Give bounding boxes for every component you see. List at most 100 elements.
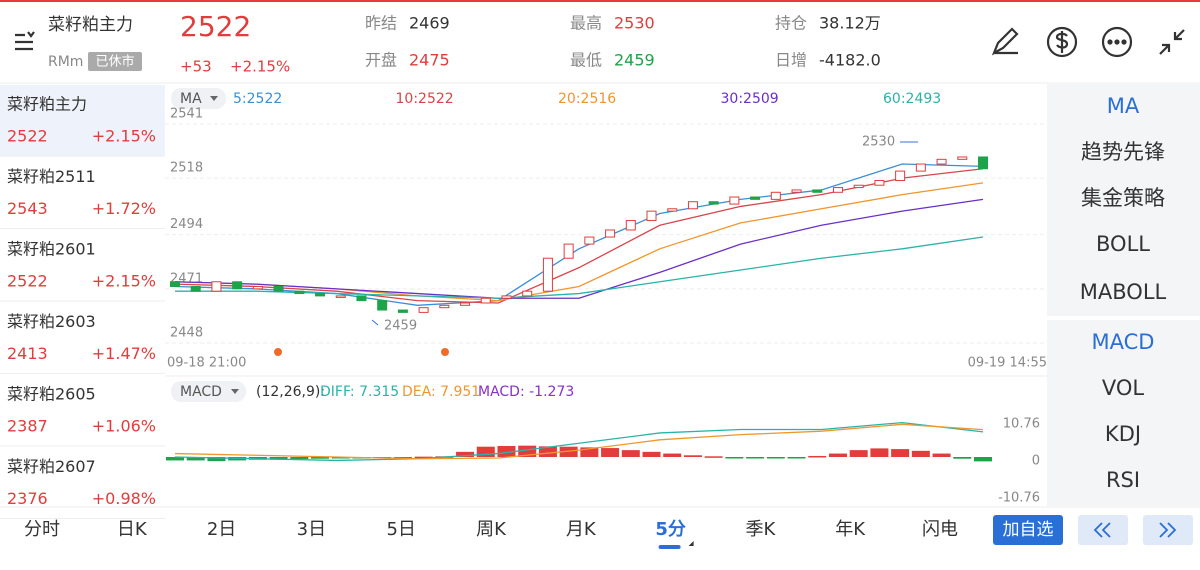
indicator[interactable]: MA	[1107, 94, 1140, 118]
stat-label: 日增	[775, 51, 807, 70]
next-icon	[1159, 522, 1177, 538]
dea-label: DEA: 7.951	[402, 384, 480, 400]
macd-bar	[932, 453, 951, 457]
indicator[interactable]: MACD	[1092, 330, 1155, 354]
stat-value: 38.12万	[819, 14, 881, 33]
candle-body	[812, 189, 823, 193]
macd-bar	[911, 450, 930, 457]
candle-body	[190, 285, 201, 292]
tab[interactable]: 5分	[655, 519, 686, 540]
contract-change: +2.15%	[92, 127, 156, 146]
macd-button-label[interactable]: MACD	[180, 384, 222, 400]
tab[interactable]: 2日	[207, 519, 236, 540]
ma-button-label[interactable]: MA	[180, 91, 202, 107]
candle-body	[936, 158, 947, 165]
status-badge	[88, 52, 142, 71]
indicator[interactable]: RSI	[1106, 468, 1140, 492]
candle-body	[232, 281, 243, 290]
indicator[interactable]: BOLL	[1096, 232, 1150, 256]
indicator[interactable]: 集金策略	[1081, 186, 1165, 210]
contract-change: +2.15%	[92, 272, 156, 291]
contract-name[interactable]: 菜籽粕2607	[7, 457, 96, 476]
tab[interactable]: 日K	[117, 519, 148, 540]
macd-bar	[891, 449, 910, 457]
macd-bar	[290, 457, 309, 460]
contract-name[interactable]: 菜籽粕2511	[7, 167, 96, 186]
macd-bar	[476, 446, 495, 457]
change-pct: +2.15%	[230, 58, 290, 76]
indicator-panel	[1047, 84, 1200, 316]
tab[interactable]: 周K	[476, 519, 507, 540]
candle-body	[874, 180, 885, 186]
ma-legend: 30:2509	[721, 91, 779, 107]
stat-value: 2459	[614, 51, 655, 70]
tab[interactable]: 闪电	[922, 519, 958, 540]
stat-value: 2530	[614, 14, 655, 33]
ma-line	[174, 182, 984, 302]
tab[interactable]: 分时	[24, 519, 60, 540]
prev-icon	[1093, 522, 1111, 538]
macd-bar	[393, 457, 412, 459]
end-time: 09-19 14:55	[968, 356, 1047, 371]
contract-price: 2387	[7, 417, 48, 436]
candle-body	[397, 309, 408, 313]
candle-body	[915, 163, 926, 172]
contract-name[interactable]: 菜籽粕2605	[7, 385, 96, 404]
header-icons[interactable]	[991, 26, 1185, 58]
macd-bar	[207, 457, 226, 462]
add-button-label[interactable]: 加自选	[1003, 520, 1054, 540]
candle-body	[377, 300, 388, 311]
contract-price: 2522	[7, 127, 48, 146]
candle-body	[646, 210, 657, 222]
annotation-line	[371, 319, 379, 326]
contract-price: 2543	[7, 199, 48, 218]
contract-name[interactable]: 菜籽粕主力	[7, 95, 87, 114]
candle-body	[853, 184, 864, 189]
low-annotation: 2459	[384, 319, 417, 334]
stat-label: 持仓	[775, 14, 807, 33]
dea-line	[174, 423, 984, 460]
candle-body	[625, 220, 636, 231]
indicator[interactable]: MABOLL	[1080, 280, 1167, 304]
candle-body	[957, 156, 968, 160]
macd-bar	[269, 457, 288, 460]
ma-line	[174, 163, 984, 306]
y-tick-label: 2494	[170, 217, 203, 232]
candle-body	[252, 285, 263, 290]
contract-selected	[0, 85, 165, 156]
macd-bar	[974, 457, 992, 462]
dropdown	[231, 389, 239, 394]
add-button[interactable]	[993, 515, 1063, 545]
candle-body	[667, 208, 678, 212]
candle-body	[418, 307, 429, 313]
tab[interactable]: 季K	[745, 519, 776, 540]
tab-arrow	[688, 541, 694, 546]
menu-icon[interactable]	[15, 31, 35, 51]
contract-name[interactable]: 菜籽粕2603	[7, 312, 96, 331]
candle-body	[522, 290, 533, 297]
stat-label: 开盘	[365, 51, 397, 70]
indicator[interactable]: KDJ	[1105, 422, 1141, 446]
tab[interactable]: 5日	[386, 519, 415, 540]
candle-body	[791, 189, 802, 193]
macd-bar	[186, 457, 205, 461]
macd-tick-label: -10.76	[998, 491, 1040, 506]
tab[interactable]: 3日	[297, 519, 326, 540]
macd-bar	[580, 447, 599, 457]
candle-body	[687, 201, 698, 210]
instrument-name: 菜籽粕主力	[48, 15, 133, 35]
event-dot[interactable]	[274, 348, 282, 356]
ma-button[interactable]	[171, 88, 226, 109]
candle-body	[211, 281, 222, 292]
indicator[interactable]: 趋势先锋	[1081, 140, 1165, 164]
event-dot[interactable]	[441, 348, 449, 356]
contract-name[interactable]: 菜籽粕2601	[7, 240, 96, 259]
macd-bar	[870, 448, 889, 457]
ma-legend: 10:2522	[396, 91, 454, 107]
indicator[interactable]: VOL	[1102, 376, 1145, 400]
macd-button[interactable]	[171, 381, 246, 402]
tab[interactable]: 月K	[566, 519, 597, 540]
candle-body	[895, 170, 906, 182]
tab[interactable]: 年K	[835, 519, 866, 540]
